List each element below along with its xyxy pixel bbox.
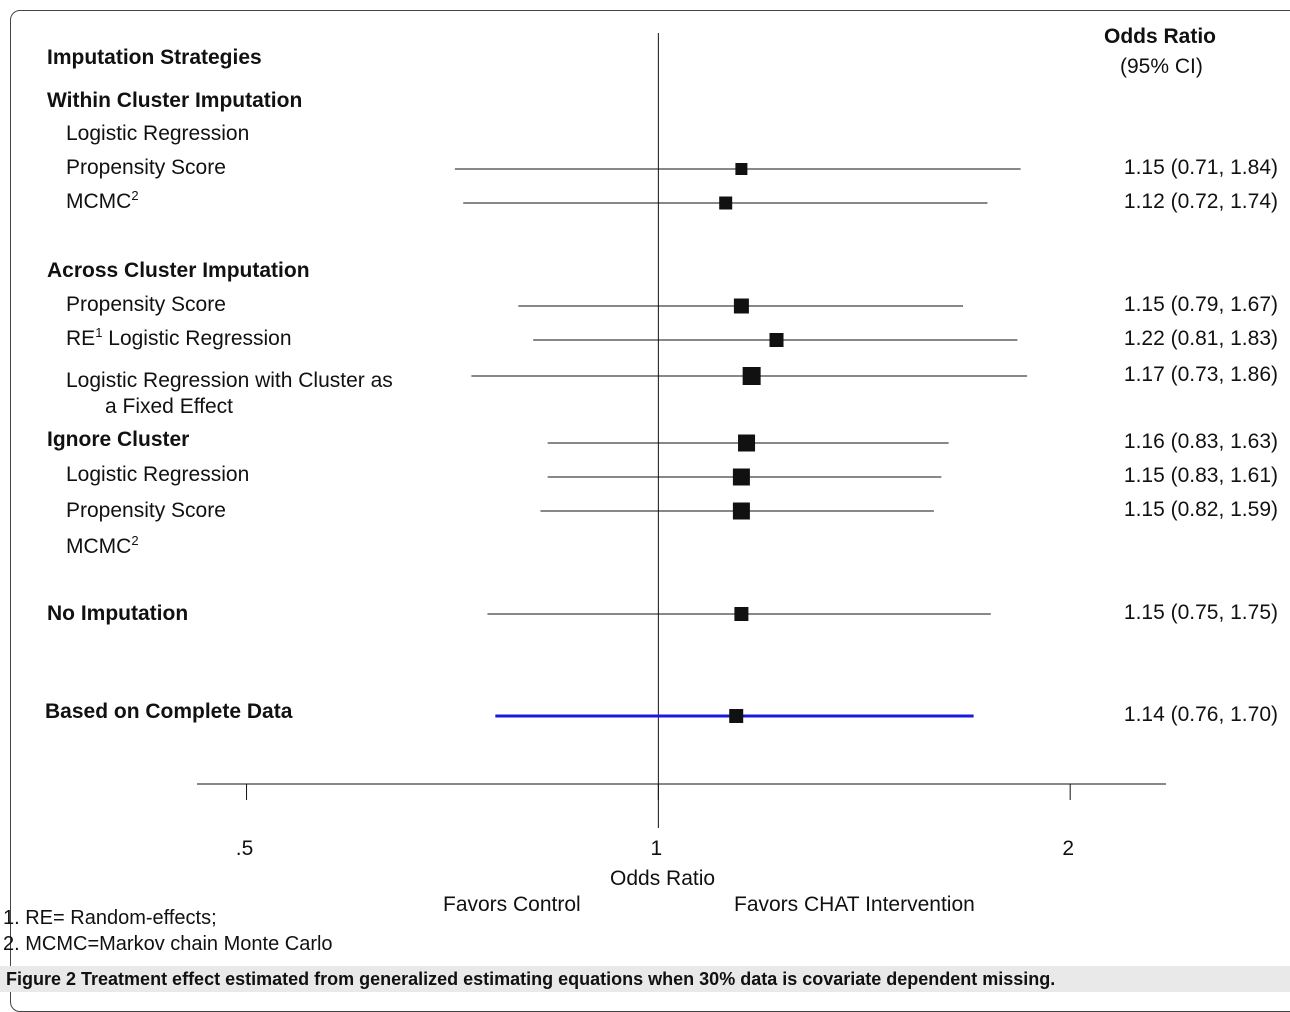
point-estimate-10 xyxy=(732,502,750,520)
favors-control-label: Favors Control xyxy=(443,893,581,916)
point-estimate-7 xyxy=(742,367,761,385)
row-label-7: Logistic Regression with Cluster as xyxy=(66,370,393,391)
row-label-main: Within Cluster Imputation xyxy=(47,89,303,112)
forest-plot: .5 1 2 xyxy=(197,33,1166,860)
row-label-4: Across Cluster Imputation xyxy=(47,260,310,281)
row-label-10: Propensity Score xyxy=(66,500,226,521)
point-estimate-5 xyxy=(769,333,784,347)
x-axis-label: Odds Ratio xyxy=(610,867,716,890)
or-ci-value-7: 1.17 (0.73, 1.86) xyxy=(1123,363,1278,386)
row-label-2: Propensity Score xyxy=(66,157,226,178)
row-label-9: Logistic Regression xyxy=(66,464,249,485)
footnote-marker: 1 xyxy=(95,325,103,340)
row-label-main: Ignore Cluster xyxy=(47,428,190,451)
point-estimate-9 xyxy=(732,468,750,486)
header-imputation-strategies: Imputation Strategies xyxy=(47,46,262,69)
row-label-prefix: RE xyxy=(66,327,96,350)
row-label-3: MCMC2 xyxy=(66,188,139,213)
or-ci-value-3: 1.12 (0.72, 1.74) xyxy=(1123,190,1278,213)
row-label-0: Within Cluster Imputation xyxy=(47,90,302,111)
point-estimate-6 xyxy=(733,298,749,314)
point-estimate-13 xyxy=(729,709,744,723)
row-label-8: Ignore Cluster xyxy=(47,429,189,450)
row-label-11: MCMC2 xyxy=(66,533,139,558)
row-label-main: Logistic Regression xyxy=(108,327,292,350)
caption-label: Figure 2 xyxy=(6,969,77,989)
row-label-main: Across Cluster Imputation xyxy=(47,259,310,282)
point-estimate-2 xyxy=(735,163,748,175)
row-label-main: Logistic Regression xyxy=(66,463,250,486)
or-ci-value-8: 1.16 (0.83, 1.63) xyxy=(1123,430,1278,453)
footnote-marker: 2 xyxy=(131,188,139,203)
or-ci-value-6: 1.15 (0.79, 1.67) xyxy=(1123,293,1278,316)
row-label-12: No Imputation xyxy=(47,603,188,624)
or-ci-value-9: 1.15 (0.83, 1.61) xyxy=(1123,464,1278,487)
footnote-marker: 2 xyxy=(131,533,139,548)
row-label-main: Propensity Score xyxy=(66,156,226,179)
header-odds-ratio: Odds Ratio xyxy=(1104,25,1217,48)
footnote-2: 2. MCMC=Markov chain Monte Carlo xyxy=(3,933,333,955)
row-label-main: Logistic Regression xyxy=(66,122,250,145)
row-label-main: No Imputation xyxy=(47,602,189,625)
header-ci: (95% CI) xyxy=(1120,55,1203,78)
x-tick-label-1: 1 xyxy=(651,837,663,860)
x-tick-label-2: 2 xyxy=(1062,837,1074,860)
or-ci-value-12: 1.15 (0.75, 1.75) xyxy=(1123,601,1278,624)
row-label-5: RE1 Logistic Regression xyxy=(66,325,292,350)
row-label-13: Based on Complete Data xyxy=(45,701,292,722)
row-label-main: MCMC xyxy=(66,535,132,558)
or-ci-value-5: 1.22 (0.81, 1.83) xyxy=(1123,327,1278,350)
caption-text: Treatment effect estimated from generali… xyxy=(81,969,1056,989)
point-estimate-3 xyxy=(719,196,733,210)
or-ci-value-13: 1.14 (0.76, 1.70) xyxy=(1123,703,1278,726)
or-ci-value-2: 1.15 (0.71, 1.84) xyxy=(1123,156,1278,179)
row-label-main: Logistic Regression with Cluster as xyxy=(66,369,393,392)
figure-caption: Figure 2 Treatment effect estimated from… xyxy=(0,966,1290,992)
or-ci-value-10: 1.15 (0.82, 1.59) xyxy=(1123,498,1278,521)
favors-chat-label: Favors CHAT Intervention xyxy=(734,893,975,916)
row-label-main: Based on Complete Data xyxy=(45,700,293,723)
row-label-main: Propensity Score xyxy=(66,293,226,316)
row-label-6: Propensity Score xyxy=(66,294,226,315)
point-estimate-12 xyxy=(734,607,749,621)
row-label-7-line2: a Fixed Effect xyxy=(105,395,234,418)
row-label-1: Logistic Regression xyxy=(66,123,249,144)
point-estimate-8 xyxy=(738,434,756,452)
row-label-main: MCMC xyxy=(66,190,132,213)
x-tick-label-0: .5 xyxy=(236,837,254,860)
footnote-1: 1. RE= Random-effects; xyxy=(3,907,217,929)
row-label-main: Propensity Score xyxy=(66,499,226,522)
